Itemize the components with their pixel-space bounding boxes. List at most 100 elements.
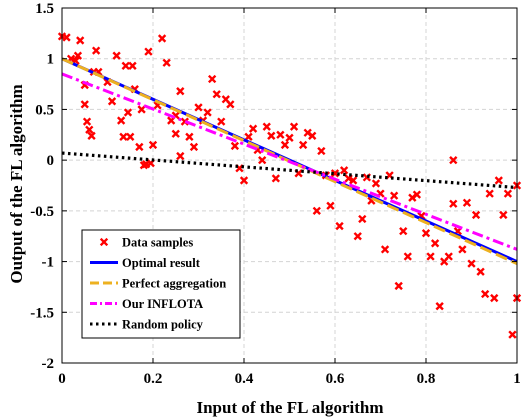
legend-label-random-policy: Random policy xyxy=(122,318,204,332)
data-sample-point xyxy=(112,51,121,60)
data-sample-point xyxy=(119,132,128,141)
x-axis-label: Input of the FL algorithm xyxy=(196,398,383,417)
data-sample-point xyxy=(471,210,481,220)
data-sample-point xyxy=(494,176,503,185)
data-sample-point xyxy=(421,229,431,238)
legend-label-perfect-aggregation: Perfect aggregation xyxy=(122,277,226,291)
data-sample-point xyxy=(157,34,167,43)
data-sample-point xyxy=(217,117,226,126)
data-sample-point xyxy=(449,199,458,208)
legend-marker-data-samples xyxy=(99,237,109,247)
our-inflota-line xyxy=(61,72,518,251)
data-sample-point xyxy=(508,330,517,339)
data-sample-point xyxy=(128,61,137,70)
data-sample-point xyxy=(394,281,403,291)
data-sample-point xyxy=(212,90,221,99)
data-sample-point xyxy=(317,146,326,156)
data-sample-point xyxy=(430,239,440,248)
axes: 0 0.2 0.4 0.6 0.8 1 -2 -1.5 -1 -0.5 0 0.5 1 1.5 xyxy=(30,1,521,387)
data-sample-point xyxy=(76,36,85,45)
data-sample-point xyxy=(189,142,199,152)
plot-frame xyxy=(61,7,518,364)
data-sample-point xyxy=(208,74,217,84)
data-sample-point xyxy=(148,140,158,150)
y-tick-label: 1.5 xyxy=(35,1,54,17)
data-sample-point xyxy=(176,87,185,96)
data-sample-point xyxy=(485,189,494,198)
random-policy-line xyxy=(61,151,518,190)
data-sample-point xyxy=(244,132,253,141)
legend-label-optimal-result: Optimal result xyxy=(122,256,201,270)
legend-label-our-inflota: Our INFLOTA xyxy=(122,297,203,311)
data-sample-point xyxy=(121,61,130,70)
y-axis-label: Output of the FL algorithm xyxy=(7,84,26,283)
data-sample-point xyxy=(426,252,435,261)
data-sample-point xyxy=(85,125,94,134)
legend-label-data-samples: Data samples xyxy=(122,236,193,250)
y-tick-label: 0.5 xyxy=(35,102,54,118)
x-tick-label: 0 xyxy=(58,371,66,387)
x-tick-label: 0.6 xyxy=(326,371,345,387)
y-tick-label: 0 xyxy=(47,153,55,169)
y-tick-label: -1 xyxy=(42,255,55,271)
data-sample-point xyxy=(476,267,485,276)
data-sample-point xyxy=(248,124,258,133)
data-sample-point xyxy=(203,108,212,117)
data-sample-point xyxy=(449,155,458,165)
data-sample-point xyxy=(349,176,358,185)
data-sample-point xyxy=(308,131,317,140)
data-sample-point xyxy=(117,116,126,125)
data-sample-point xyxy=(390,191,399,200)
data-sample-point xyxy=(135,142,144,152)
data-sample-point xyxy=(271,174,280,183)
legend: Data samples Optimal result Perfect aggreg… xyxy=(81,229,241,339)
data-sample-point xyxy=(458,245,467,254)
data-sample-point xyxy=(239,176,249,185)
x-tick-label: 0.2 xyxy=(144,371,163,387)
y-tick-label: 1 xyxy=(47,52,55,68)
data-sample-point xyxy=(435,302,444,311)
data-sample-point xyxy=(126,132,135,141)
data-sample-point xyxy=(326,201,335,210)
data-sample-point xyxy=(358,214,367,224)
data-sample-point xyxy=(335,221,344,231)
data-sample-point xyxy=(467,259,476,268)
data-sample-point xyxy=(289,122,299,131)
data-sample-point xyxy=(403,252,412,261)
data-sample-point xyxy=(162,58,171,67)
data-sample-point xyxy=(399,226,408,236)
y-tick-label: -1.5 xyxy=(30,305,54,321)
data-sample-point xyxy=(144,47,153,56)
data-sample-point xyxy=(276,130,285,139)
data-sample-point xyxy=(353,232,362,241)
data-sample-point xyxy=(107,97,117,106)
data-sample-point xyxy=(339,166,349,175)
x-tick-label: 0.4 xyxy=(235,371,254,387)
data-sample-point xyxy=(87,131,96,140)
data-sample-point xyxy=(185,132,194,141)
data-sample-point xyxy=(444,252,453,261)
data-sample-point xyxy=(481,289,490,299)
data-sample-point xyxy=(82,117,92,126)
data-sample-point xyxy=(412,190,422,199)
data-sample-point xyxy=(462,198,472,207)
data-sample-point xyxy=(285,133,294,142)
data-sample-point xyxy=(312,206,321,216)
y-tick-label: -0.5 xyxy=(30,204,54,220)
data-sample-point xyxy=(330,169,340,178)
data-sample-point xyxy=(503,189,513,198)
y-tick-label: -2 xyxy=(42,356,55,372)
data-sample-point xyxy=(258,155,267,165)
data-sample-point xyxy=(91,46,101,55)
x-tick-label: 0.8 xyxy=(417,371,436,387)
data-sample-point xyxy=(123,108,133,117)
data-sample-point xyxy=(180,117,189,126)
data-sample-point xyxy=(299,140,308,150)
data-sample-point xyxy=(267,131,276,140)
data-sample-point xyxy=(490,293,499,303)
data-sample-point xyxy=(226,100,235,109)
data-sample-point xyxy=(171,129,180,138)
data-sample-point xyxy=(499,210,508,220)
data-sample-point xyxy=(80,100,89,109)
